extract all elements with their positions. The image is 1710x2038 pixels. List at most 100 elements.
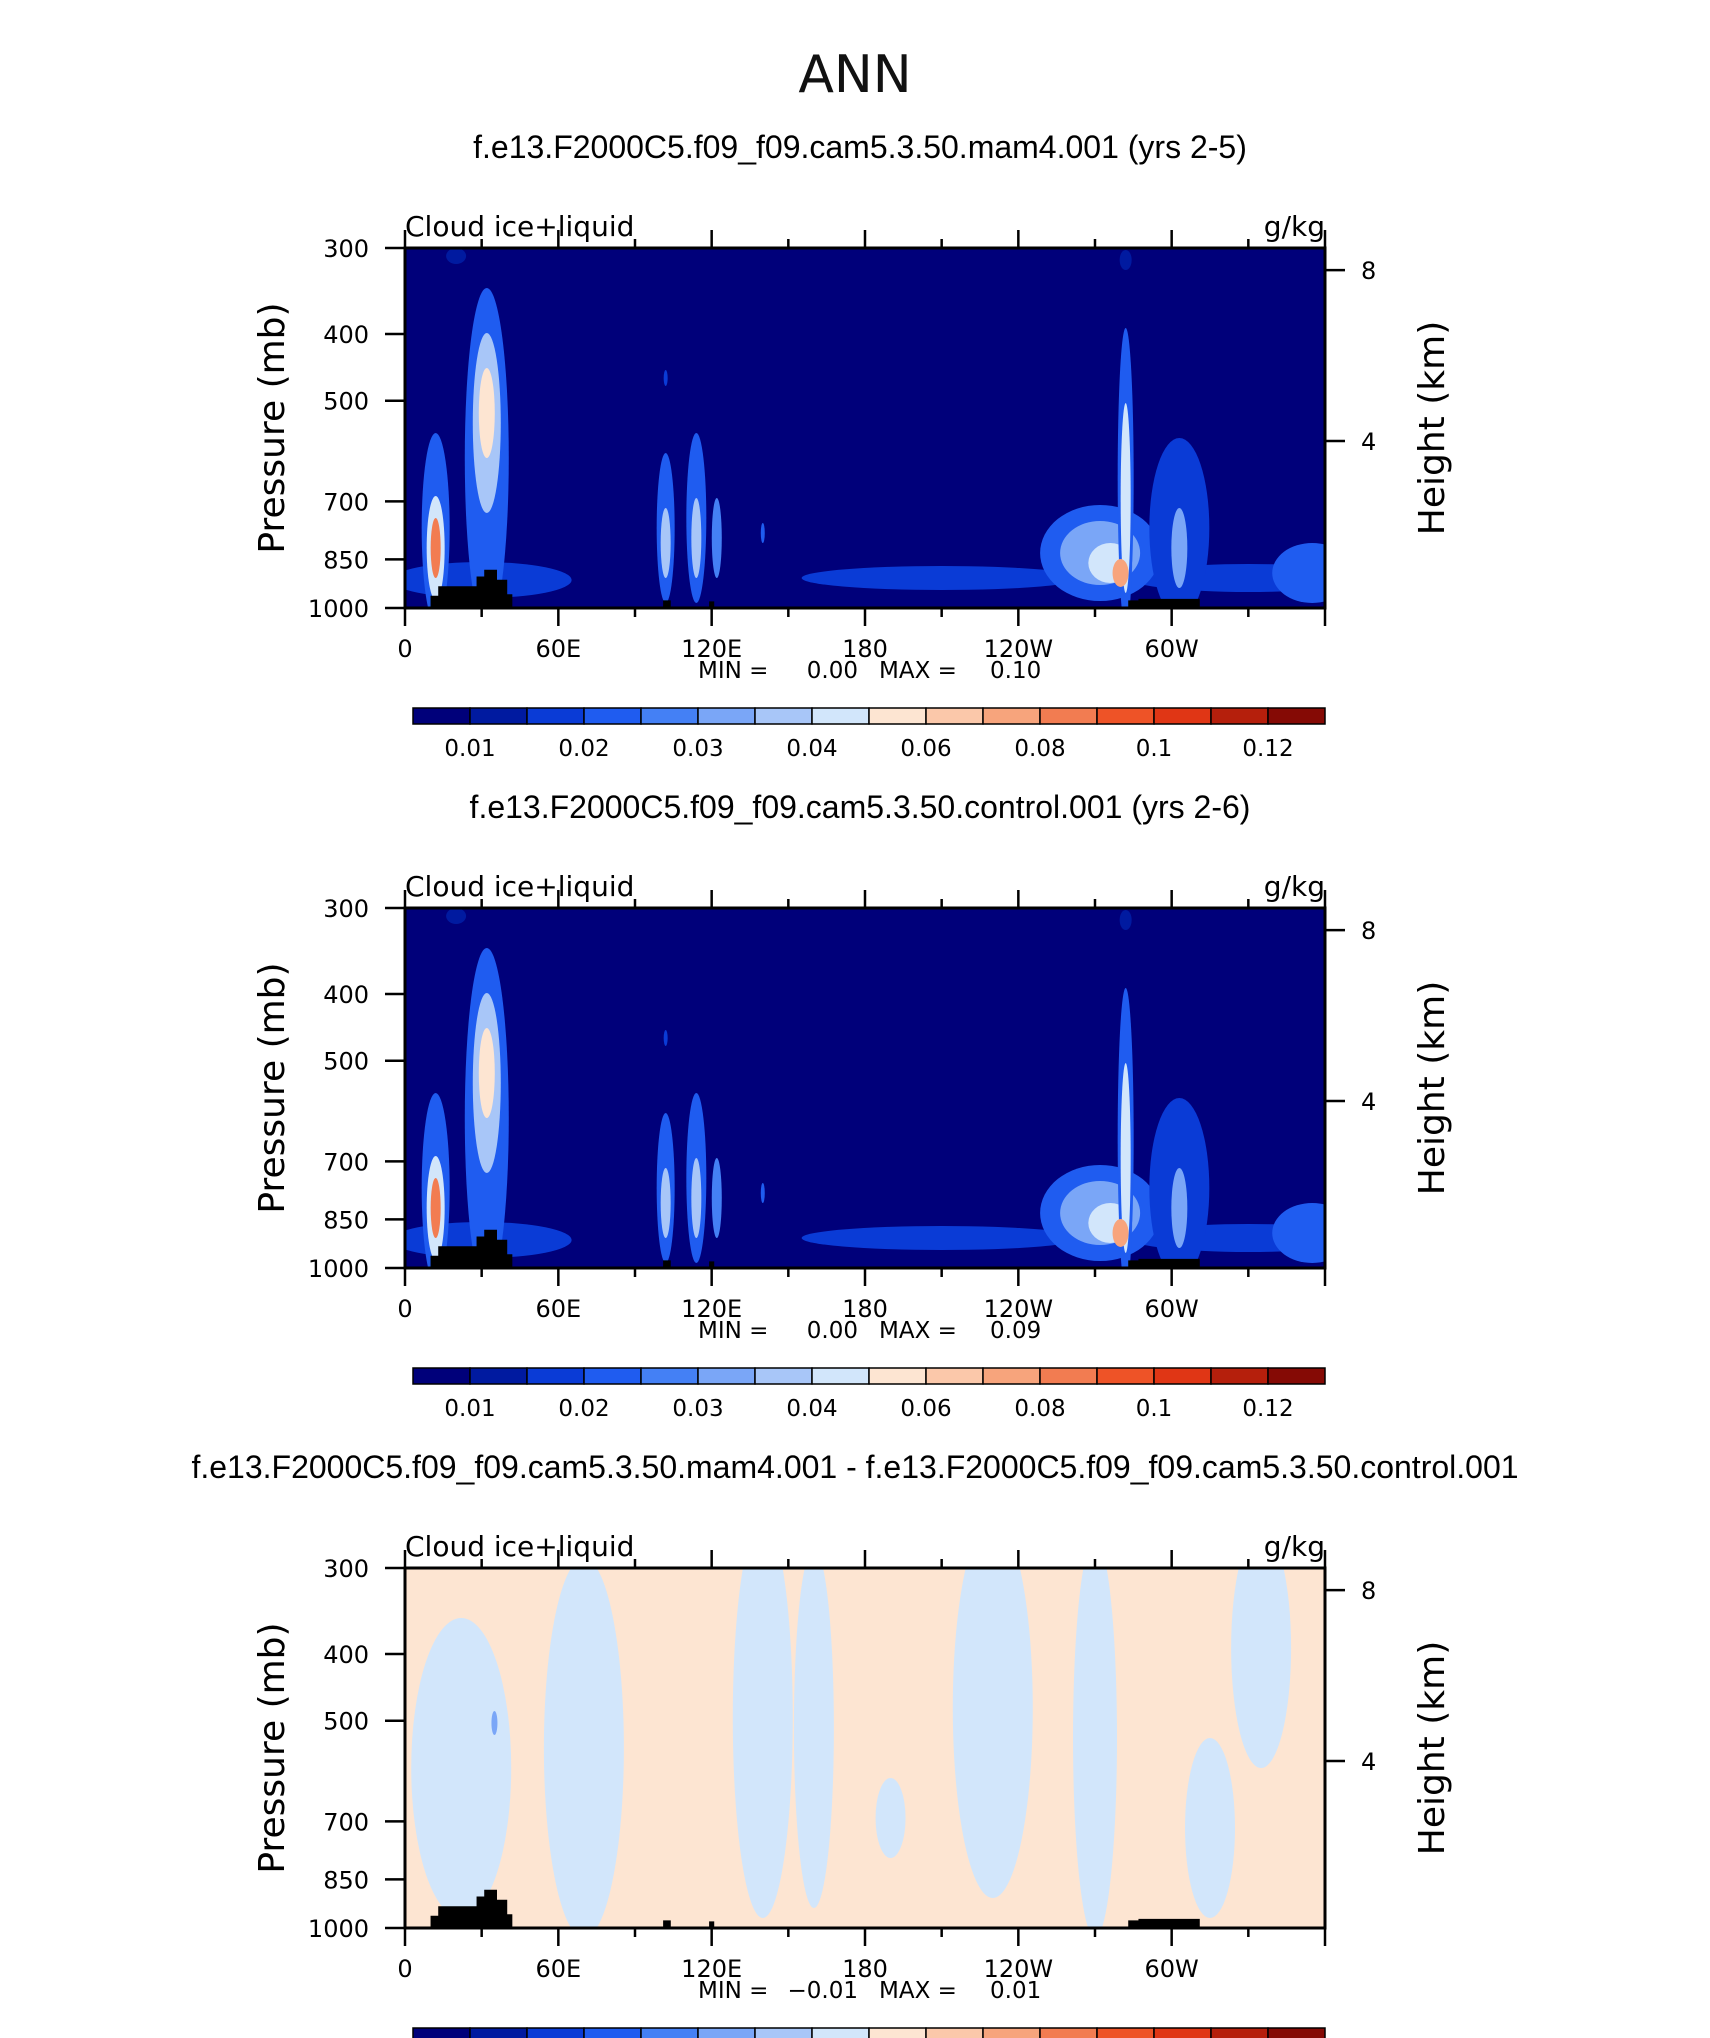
min-label: MIN = <box>698 1318 768 1344</box>
y-tick-label: 850 <box>323 1866 369 1894</box>
y-tick-label: 1000 <box>308 595 369 623</box>
colorbar-box <box>1267 1367 1326 1385</box>
units-label: g/kg <box>1264 1530 1325 1563</box>
cloud-feature <box>801 566 1082 590</box>
y-tick-label: 500 <box>323 1708 369 1736</box>
terrain-mask <box>430 1889 1200 1928</box>
colorbar-label: 0.06 <box>900 1396 951 1422</box>
contour-field <box>405 1568 1325 1928</box>
anomaly-patch <box>875 1778 906 1858</box>
colorbar-box <box>469 707 528 725</box>
colorbar-box <box>1096 1367 1155 1385</box>
colorbar-label: 0.04 <box>786 1396 837 1422</box>
colorbar-label: 0.12 <box>1242 736 1293 762</box>
colorbar-box <box>412 1367 471 1385</box>
colorbar-box <box>925 707 984 725</box>
x-tick-label: 120W <box>984 1955 1054 1983</box>
colorbar-box <box>1096 2027 1155 2038</box>
x-tick-label: 0 <box>397 1295 412 1323</box>
cloud-feature <box>660 508 671 578</box>
colorbar-box <box>526 707 585 725</box>
units-label: g/kg <box>1264 210 1325 243</box>
y-right-tick-label: 8 <box>1361 917 1376 945</box>
anomaly-patch <box>793 1568 834 1908</box>
y-tick-label: 850 <box>323 1206 369 1234</box>
x-tick-label: 120E <box>681 1955 742 1983</box>
panel-2: f.e13.F2000C5.f09_f09.cam5.3.50.control.… <box>252 789 1453 1422</box>
y-tick-label: 500 <box>323 1048 369 1076</box>
x-tick-label: 60E <box>535 1295 581 1323</box>
y-tick-label: 300 <box>323 235 369 263</box>
y-tick-label: 700 <box>323 488 369 516</box>
cloud-feature <box>1272 1203 1325 1263</box>
colorbar-label: 0.08 <box>1014 1396 1065 1422</box>
colorbar-box <box>697 707 756 725</box>
anomaly-patch <box>1073 1568 1117 1928</box>
cloud-feature <box>478 368 495 458</box>
x-tick-label: 60W <box>1145 1295 1199 1323</box>
colorbar-box <box>1153 1367 1212 1385</box>
colorbar-label: 0.02 <box>558 1396 609 1422</box>
cloud-feature <box>691 1158 702 1238</box>
colorbar-label: 0.04 <box>786 736 837 762</box>
y-tick-label: 700 <box>323 1808 369 1836</box>
panel-3: f.e13.F2000C5.f09_f09.cam5.3.50.mam4.001… <box>191 1449 1519 2038</box>
colorbar-box <box>697 2027 756 2038</box>
variable-label: Cloud ice+liquid <box>405 1530 634 1563</box>
colorbar-box <box>526 2027 585 2038</box>
y-right-tick-label: 8 <box>1361 257 1376 285</box>
colorbar-box <box>754 707 813 725</box>
y-tick-label: 850 <box>323 546 369 574</box>
cloud-feature <box>760 1183 765 1203</box>
y-tick-label: 1000 <box>308 1915 369 1943</box>
y-tick-label: 400 <box>323 981 369 1009</box>
anomaly-patch <box>952 1568 1033 1898</box>
cloud-feature <box>711 498 722 578</box>
max-value: 0.10 <box>990 658 1041 684</box>
y-right-tick-label: 4 <box>1361 1088 1376 1116</box>
y-tick-label: 400 <box>323 321 369 349</box>
x-tick-label: 180 <box>842 1955 888 1983</box>
cloud-feature <box>801 1226 1082 1250</box>
colorbar-label: 0.01 <box>444 736 495 762</box>
colorbar-label: 0.02 <box>558 736 609 762</box>
y-tick-label: 300 <box>323 1555 369 1583</box>
cloud-feature <box>1119 250 1132 270</box>
colorbar-box <box>811 707 870 725</box>
colorbar-box <box>982 707 1041 725</box>
colorbar-box <box>868 1367 927 1385</box>
colorbar-label: 0.1 <box>1136 736 1173 762</box>
terrain-mask <box>430 1229 1200 1268</box>
contour-field <box>405 248 1325 608</box>
cloud-feature <box>446 248 467 264</box>
panel-title: f.e13.F2000C5.f09_f09.cam5.3.50.control.… <box>470 789 1251 825</box>
x-tick-label: 60W <box>1145 635 1199 663</box>
x-tick-label: 180 <box>842 635 888 663</box>
colorbar-box <box>412 2027 471 2038</box>
cloud-feature <box>430 1178 441 1238</box>
y-tick-label: 500 <box>323 388 369 416</box>
cloud-feature <box>1120 1063 1131 1253</box>
colorbar-box <box>1267 2027 1326 2038</box>
max-label: MAX = <box>879 1318 957 1344</box>
anomaly-patch <box>411 1618 512 1918</box>
units-label: g/kg <box>1264 870 1325 903</box>
cloud-feature <box>1272 543 1325 603</box>
variable-label: Cloud ice+liquid <box>405 870 634 903</box>
anomaly-patch <box>491 1711 498 1735</box>
anomaly-patch <box>1185 1738 1235 1918</box>
panel-1: f.e13.F2000C5.f09_f09.cam5.3.50.mam4.001… <box>252 129 1453 762</box>
colorbar-box <box>469 2027 528 2038</box>
colorbar-box <box>583 1367 642 1385</box>
colorbar-box <box>754 1367 813 1385</box>
cloud-feature <box>711 1158 722 1238</box>
colorbar-box <box>412 707 471 725</box>
colorbar-box <box>868 707 927 725</box>
cloud-feature <box>430 518 441 578</box>
colorbar-box <box>868 2027 927 2038</box>
cloud-feature <box>1171 508 1188 588</box>
colorbar-box <box>1210 1367 1269 1385</box>
colorbar-label: 0.01 <box>444 1396 495 1422</box>
